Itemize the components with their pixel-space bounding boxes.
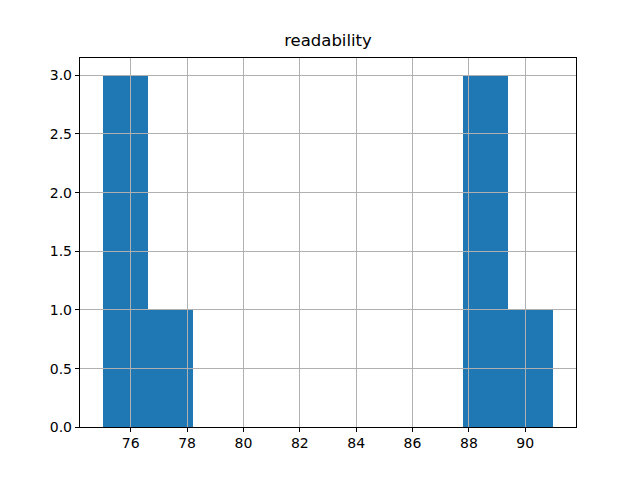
grid-line-horizontal	[80, 75, 576, 76]
y-tick-label: 0.5	[22, 361, 72, 377]
x-tick-label: 86	[388, 435, 438, 451]
plot-area	[80, 58, 576, 428]
y-tick-mark	[75, 192, 79, 193]
x-tick-label: 90	[500, 435, 550, 451]
y-tick-label: 2.5	[22, 126, 72, 142]
chart-title: readability	[80, 30, 576, 52]
y-tick-label: 1.0	[22, 302, 72, 318]
grid-line-horizontal	[80, 427, 576, 428]
x-tick-label: 78	[162, 435, 212, 451]
grid-line-horizontal	[80, 368, 576, 369]
y-tick-mark	[75, 133, 79, 134]
x-tick-mark	[468, 428, 469, 432]
grid-line-vertical	[468, 58, 469, 428]
x-tick-label: 82	[275, 435, 325, 451]
grid-line-vertical	[412, 58, 413, 428]
grid-line-vertical	[356, 58, 357, 428]
y-tick-mark	[75, 309, 79, 310]
y-tick-mark	[75, 75, 79, 76]
x-tick-label: 84	[331, 435, 381, 451]
x-tick-label: 80	[218, 435, 268, 451]
x-tick-mark	[412, 428, 413, 432]
figure: readability 76 78 80 82 84 86 88 90 0.0 0.5 1.0 1.5…	[0, 0, 640, 480]
x-tick-mark	[243, 428, 244, 432]
x-tick-mark	[299, 428, 300, 432]
grid-line-vertical	[130, 58, 131, 428]
y-tick-label: 0.0	[22, 419, 72, 435]
x-tick-label: 88	[444, 435, 494, 451]
x-tick-label: 76	[106, 435, 156, 451]
grid-line-horizontal	[80, 133, 576, 134]
y-tick-label: 3.0	[22, 67, 72, 83]
grid-line-vertical	[187, 58, 188, 428]
grid-line-horizontal	[80, 309, 576, 310]
y-tick-mark	[75, 368, 79, 369]
y-tick-mark	[75, 251, 79, 252]
x-tick-mark	[525, 428, 526, 432]
grid-line-vertical	[299, 58, 300, 428]
y-tick-label: 1.5	[22, 243, 72, 259]
grid-line-vertical	[525, 58, 526, 428]
grid-line-horizontal	[80, 192, 576, 193]
grid-line-vertical	[243, 58, 244, 428]
y-tick-label: 2.0	[22, 185, 72, 201]
x-tick-mark	[187, 428, 188, 432]
x-tick-mark	[356, 428, 357, 432]
grid-line-horizontal	[80, 251, 576, 252]
x-tick-mark	[130, 428, 131, 432]
y-tick-mark	[75, 427, 79, 428]
